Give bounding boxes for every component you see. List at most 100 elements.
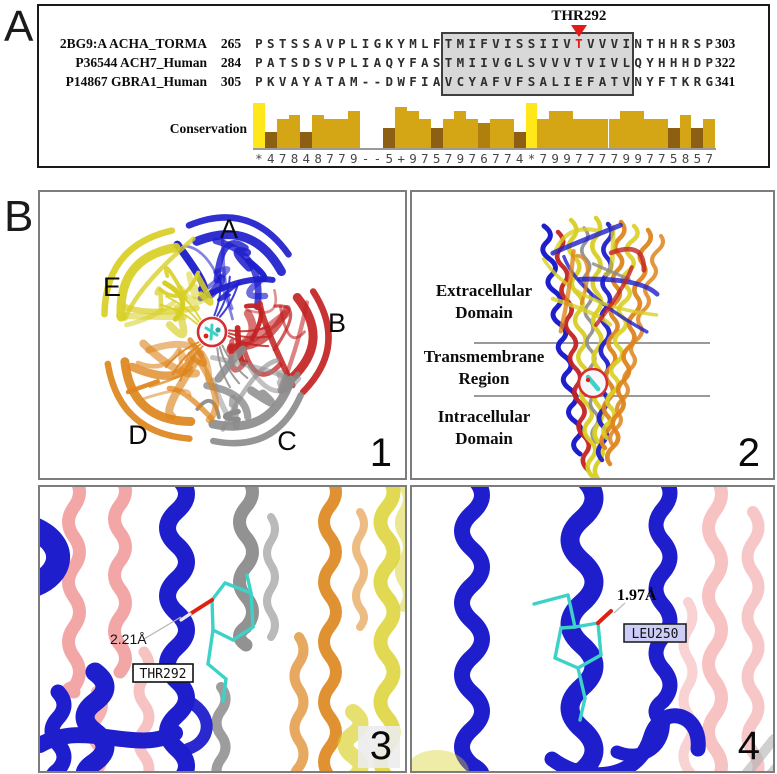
start-residue-number: 284 <box>220 55 242 70</box>
subpanel-thr292-closeup: 2.21Å THR292 3 <box>38 485 407 773</box>
sequence-letter: Q <box>385 55 394 70</box>
ribbon <box>741 734 773 771</box>
conservation-bar <box>264 131 277 148</box>
conservation-bar <box>300 131 313 148</box>
start-residue-number: 265 <box>220 36 242 51</box>
sequence-letter: F <box>409 55 417 70</box>
sequence-letter: I <box>468 36 476 51</box>
sequence-name: 2BG9:A ACHA_TORMA <box>59 36 207 51</box>
ribbon <box>286 293 318 384</box>
ribbon <box>216 275 231 317</box>
ligand-stick <box>578 696 587 722</box>
sequence-letter: M <box>409 36 417 51</box>
subpanel-top-view: A B C D E 1 <box>38 190 407 480</box>
conservation-score: * <box>527 151 536 166</box>
sequence-letter: H <box>658 36 666 51</box>
sequence-letter: S <box>290 55 299 70</box>
ribbon <box>163 265 188 300</box>
residue-label: THR292 <box>140 667 187 682</box>
sequence-letter: A <box>480 74 488 89</box>
ligand-stick <box>576 653 603 670</box>
conservation-bar <box>549 111 562 148</box>
transmembrane-region-box <box>440 32 635 96</box>
sequence-letter: D <box>302 55 311 70</box>
ribbon <box>299 288 332 396</box>
sequence-letter: S <box>515 36 524 51</box>
ribbon <box>171 288 202 321</box>
end-residue-number: 322 <box>715 55 736 70</box>
ligand-stick <box>245 573 253 595</box>
sequence-letter: Y <box>397 36 405 51</box>
ribbon <box>552 227 600 256</box>
sequence-letter: T <box>326 74 334 89</box>
ribbon <box>648 487 678 730</box>
conservation-score: 9 <box>456 151 465 166</box>
ribbon <box>182 696 213 755</box>
sequence-letter: D <box>693 55 702 70</box>
ribbon <box>544 708 706 771</box>
sequence-letter: I <box>421 74 429 89</box>
conservation-bar <box>703 119 716 148</box>
distance-label: 1.97Å <box>617 586 657 604</box>
ribbon <box>245 257 268 282</box>
sequence-letter: V <box>539 55 548 70</box>
ribbon <box>166 385 215 422</box>
ribbon <box>599 219 627 451</box>
conservation-bar <box>584 119 597 148</box>
sequence-letter: T <box>669 74 678 89</box>
conservation-bar <box>347 111 360 148</box>
sequence-letter: F <box>480 36 488 51</box>
ribbon <box>245 288 277 314</box>
sequence-letter: P <box>338 55 346 70</box>
ribbon <box>185 214 292 258</box>
ribbon <box>104 360 193 442</box>
sequence-letter: T <box>575 36 583 51</box>
region-label: Intracellular <box>438 407 531 426</box>
sequence-letter: - <box>373 74 382 89</box>
conservation-score: 7 <box>705 151 713 166</box>
distance-line <box>143 616 182 640</box>
sequence-letter: H <box>658 55 666 70</box>
ribbon <box>580 226 600 444</box>
ribbon <box>560 487 604 771</box>
ribbon <box>610 710 670 762</box>
sequence-letter: V <box>586 36 595 51</box>
sequence-letter: V <box>326 55 334 70</box>
background-chain-blob <box>412 750 469 771</box>
sequence-alignment-panel: THR292 2BG9:A ACHA_TORMA 265 P S T S S A V P L I G K Y… <box>37 4 770 168</box>
conservation-score: 4 <box>515 151 524 166</box>
ribbon <box>218 346 241 385</box>
ribbon <box>454 487 490 771</box>
top-view-structure-svg: A B C D E 1 <box>101 214 392 475</box>
sequence-letter: N <box>634 74 642 89</box>
ribbon <box>590 215 605 478</box>
sequence-letter: F <box>658 74 666 89</box>
ribbon <box>40 725 183 753</box>
ribbon <box>162 280 186 322</box>
ribbon <box>558 248 576 334</box>
conservation-score: 7 <box>492 151 500 166</box>
sequence-letter: G <box>705 74 713 89</box>
distance-line <box>613 602 626 614</box>
ribbon <box>541 257 659 317</box>
sequence-letter: S <box>527 55 536 70</box>
sequence-letter: I <box>539 36 548 51</box>
ligand-oxygen <box>585 377 591 383</box>
sequence-letter: H <box>681 55 690 70</box>
sequence-letter: A <box>373 55 382 70</box>
ribbon <box>165 350 205 421</box>
conservation-score: 6 <box>480 151 488 166</box>
end-residue-number: 303 <box>715 36 736 51</box>
sequence-letter: S <box>432 55 441 70</box>
ribbon <box>101 227 176 318</box>
ligand-oxygen <box>203 333 209 339</box>
sequence-letter: F <box>409 74 417 89</box>
conservation-bar <box>632 111 645 148</box>
ligand-stick <box>211 628 235 642</box>
conservation-bar <box>501 119 514 148</box>
ribbon <box>214 345 247 383</box>
ribbon <box>108 487 132 679</box>
ribbon <box>139 339 201 378</box>
sequence-letter: R <box>693 74 702 89</box>
region-label: Domain <box>455 429 513 448</box>
